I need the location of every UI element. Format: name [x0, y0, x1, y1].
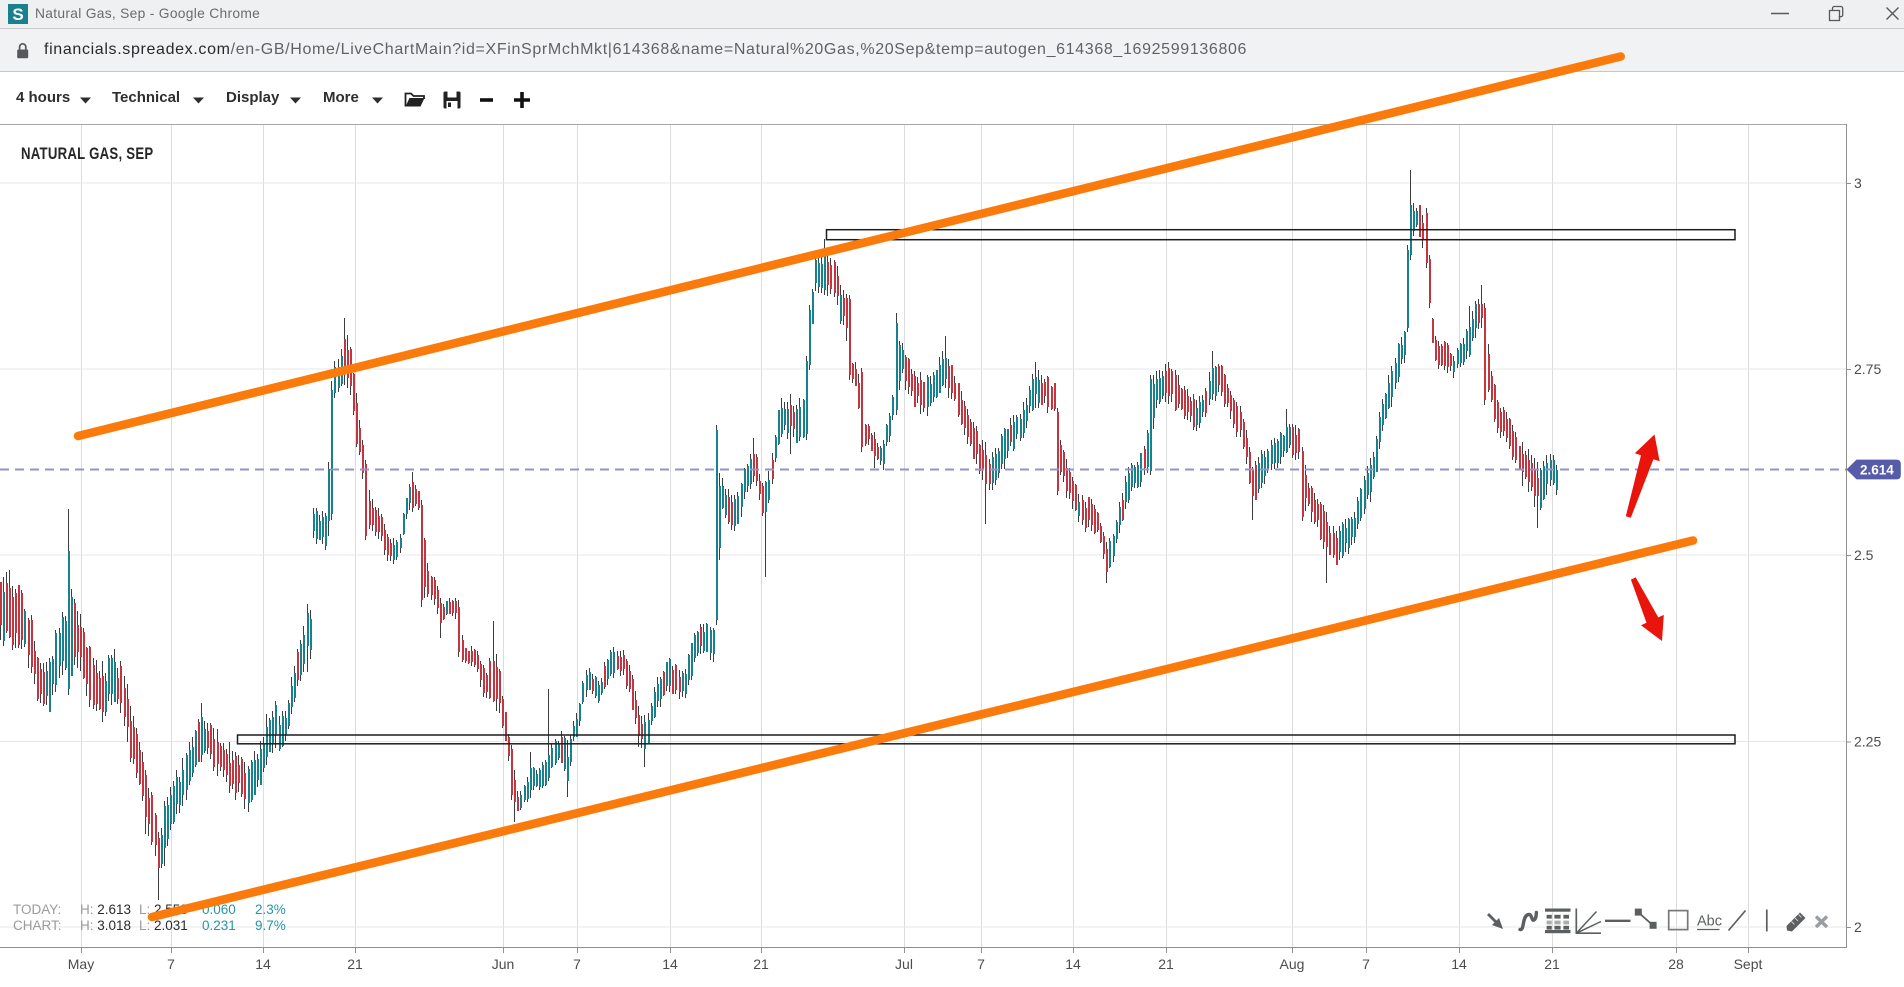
svg-text:May: May — [68, 956, 94, 972]
svg-text:Abc: Abc — [1697, 914, 1722, 930]
svg-text:7: 7 — [1362, 956, 1370, 972]
svg-text:21: 21 — [1544, 956, 1560, 972]
svg-text:14: 14 — [1065, 956, 1081, 972]
svg-text:21: 21 — [1158, 956, 1174, 972]
svg-text:21: 21 — [347, 956, 363, 972]
svg-text:Sept: Sept — [1734, 956, 1763, 972]
svg-text:14: 14 — [662, 956, 678, 972]
svg-text:NATURAL GAS, SEP: NATURAL GAS, SEP — [21, 145, 153, 164]
svg-text:14: 14 — [255, 956, 271, 972]
svg-text:21: 21 — [753, 956, 769, 972]
svg-text:Aug: Aug — [1280, 956, 1305, 972]
svg-text:2.5: 2.5 — [1854, 547, 1874, 563]
svg-text:Jul: Jul — [895, 956, 913, 972]
svg-text:2.75: 2.75 — [1854, 361, 1881, 377]
svg-text:3: 3 — [1854, 175, 1862, 191]
svg-text:Jun: Jun — [492, 956, 515, 972]
svg-text:14: 14 — [1451, 956, 1467, 972]
svg-text:2.614: 2.614 — [1860, 463, 1894, 478]
svg-text:7: 7 — [977, 956, 985, 972]
svg-text:7: 7 — [573, 956, 581, 972]
svg-text:2.25: 2.25 — [1854, 734, 1881, 750]
svg-text:2: 2 — [1854, 919, 1862, 935]
svg-text:28: 28 — [1668, 956, 1684, 972]
svg-text:7: 7 — [167, 956, 175, 972]
